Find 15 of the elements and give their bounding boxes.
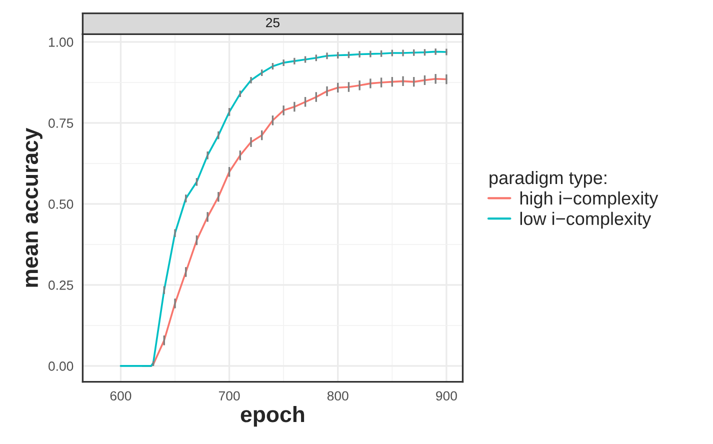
legend-label: low i−complexity xyxy=(520,212,652,229)
y-tick-label: 1.00 xyxy=(49,38,74,47)
x-tick-label: 900 xyxy=(436,391,457,401)
y-tick-label: 0.50 xyxy=(48,200,74,209)
y-axis-title: mean accuracy xyxy=(26,128,42,287)
x-tick-label: 800 xyxy=(327,391,348,401)
y-tick-label: 0.00 xyxy=(48,362,74,371)
y-tick-label: 0.25 xyxy=(48,280,74,290)
x-tick-label: 700 xyxy=(218,391,240,401)
x-tick-label: 600 xyxy=(110,391,132,401)
legend-label: high i−complexity xyxy=(520,191,658,208)
chart-title: 25 xyxy=(266,18,280,28)
legend-title: paradigm type: xyxy=(490,170,606,188)
x-axis-title: epoch xyxy=(240,406,304,427)
y-tick-label: 0.75 xyxy=(48,118,74,128)
